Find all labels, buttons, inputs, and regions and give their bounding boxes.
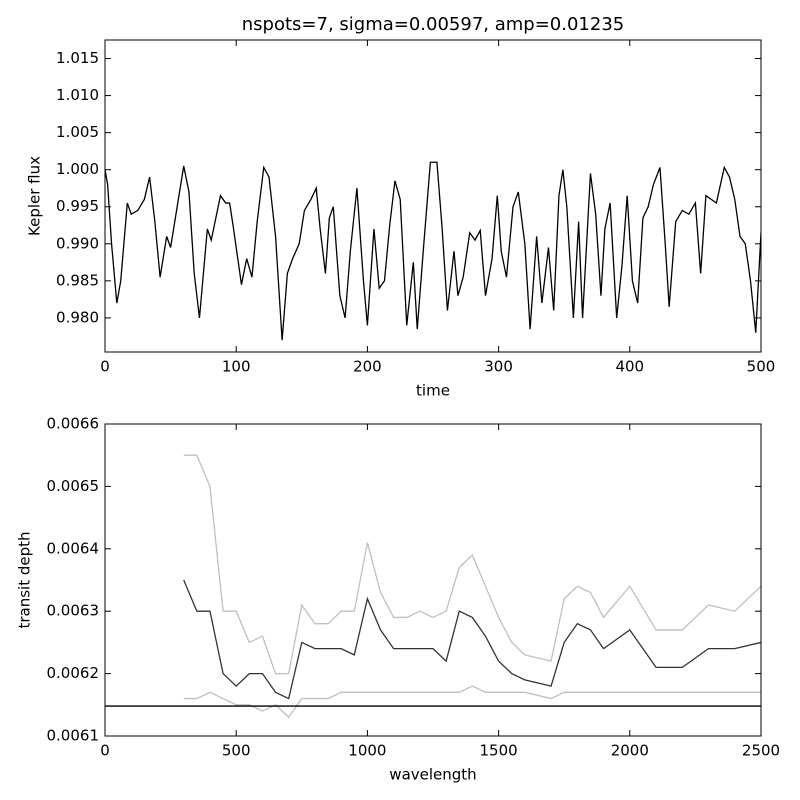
x-tick-label: 300 [484, 358, 513, 376]
y-tick-label: 0.0064 [47, 539, 100, 557]
x-tick-label: 400 [615, 358, 644, 376]
y-tick-label: 0.990 [56, 234, 99, 252]
x-tick-label: 1000 [348, 742, 386, 760]
data-line [183, 579, 761, 700]
x-tick-label: 500 [747, 358, 776, 376]
data-line [183, 454, 761, 675]
y-axis-label: transit depth [16, 531, 34, 628]
x-tick-label: 100 [222, 358, 251, 376]
data-line [105, 161, 761, 341]
y-tick-label: 0.980 [56, 308, 99, 326]
y-tick-label: 0.0066 [47, 415, 100, 433]
y-tick-label: 0.0063 [47, 602, 100, 620]
x-tick-label: 1500 [480, 742, 518, 760]
y-axis-label: Kepler flux [26, 156, 44, 236]
x-tick-label: 0 [100, 742, 110, 760]
chart-title: nspots=7, sigma=0.00597, amp=0.01235 [242, 14, 624, 35]
x-tick-label: 0 [100, 358, 110, 376]
y-tick-label: 0.0062 [47, 664, 100, 682]
axes-frame [104, 39, 762, 353]
data-line [183, 685, 761, 719]
x-tick-label: 2000 [611, 742, 649, 760]
y-tick-label: 1.000 [56, 160, 99, 178]
y-tick-label: 0.985 [56, 271, 99, 289]
y-tick-label: 0.0061 [47, 727, 100, 745]
y-tick-label: 1.005 [56, 123, 99, 141]
x-axis-label: time [416, 382, 450, 400]
x-axis-label: wavelength [389, 766, 476, 784]
y-tick-label: 0.0065 [47, 477, 100, 495]
axes-frame [104, 423, 762, 737]
x-tick-label: 2500 [742, 742, 780, 760]
x-tick-label: 200 [353, 358, 382, 376]
y-tick-label: 1.010 [56, 86, 99, 104]
x-tick-label: 500 [222, 742, 251, 760]
y-tick-label: 1.015 [56, 49, 99, 67]
y-tick-label: 0.995 [56, 197, 99, 215]
